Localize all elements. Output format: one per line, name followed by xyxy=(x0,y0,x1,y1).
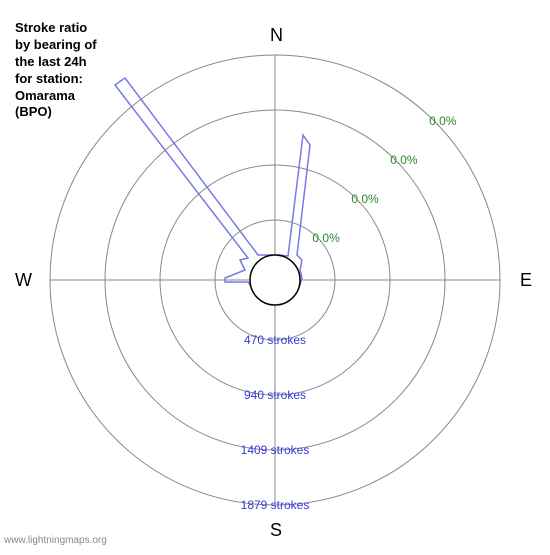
ring-strokes-label: 1879 strokes xyxy=(241,498,310,512)
ring-strokes-label: 940 strokes xyxy=(244,388,306,402)
compass-w: W xyxy=(15,270,32,291)
polar-chart: Stroke ratio by bearing of the last 24h … xyxy=(0,0,550,550)
attribution: www.lightningmaps.org xyxy=(4,535,107,546)
ring-strokes-label: 1409 strokes xyxy=(241,443,310,457)
ring-pct-label: 0.0% xyxy=(351,192,378,206)
ring-pct-label: 0.0% xyxy=(390,153,417,167)
compass-n: N xyxy=(270,25,283,46)
chart-title: Stroke ratio by bearing of the last 24h … xyxy=(15,20,97,121)
inner-circle-group xyxy=(250,255,300,305)
compass-e: E xyxy=(520,270,532,291)
ring-pct-label: 0.0% xyxy=(429,114,456,128)
ring-pct-label: 0.0% xyxy=(312,231,339,245)
ring-strokes-label: 470 strokes xyxy=(244,333,306,347)
compass-s: S xyxy=(270,520,282,541)
